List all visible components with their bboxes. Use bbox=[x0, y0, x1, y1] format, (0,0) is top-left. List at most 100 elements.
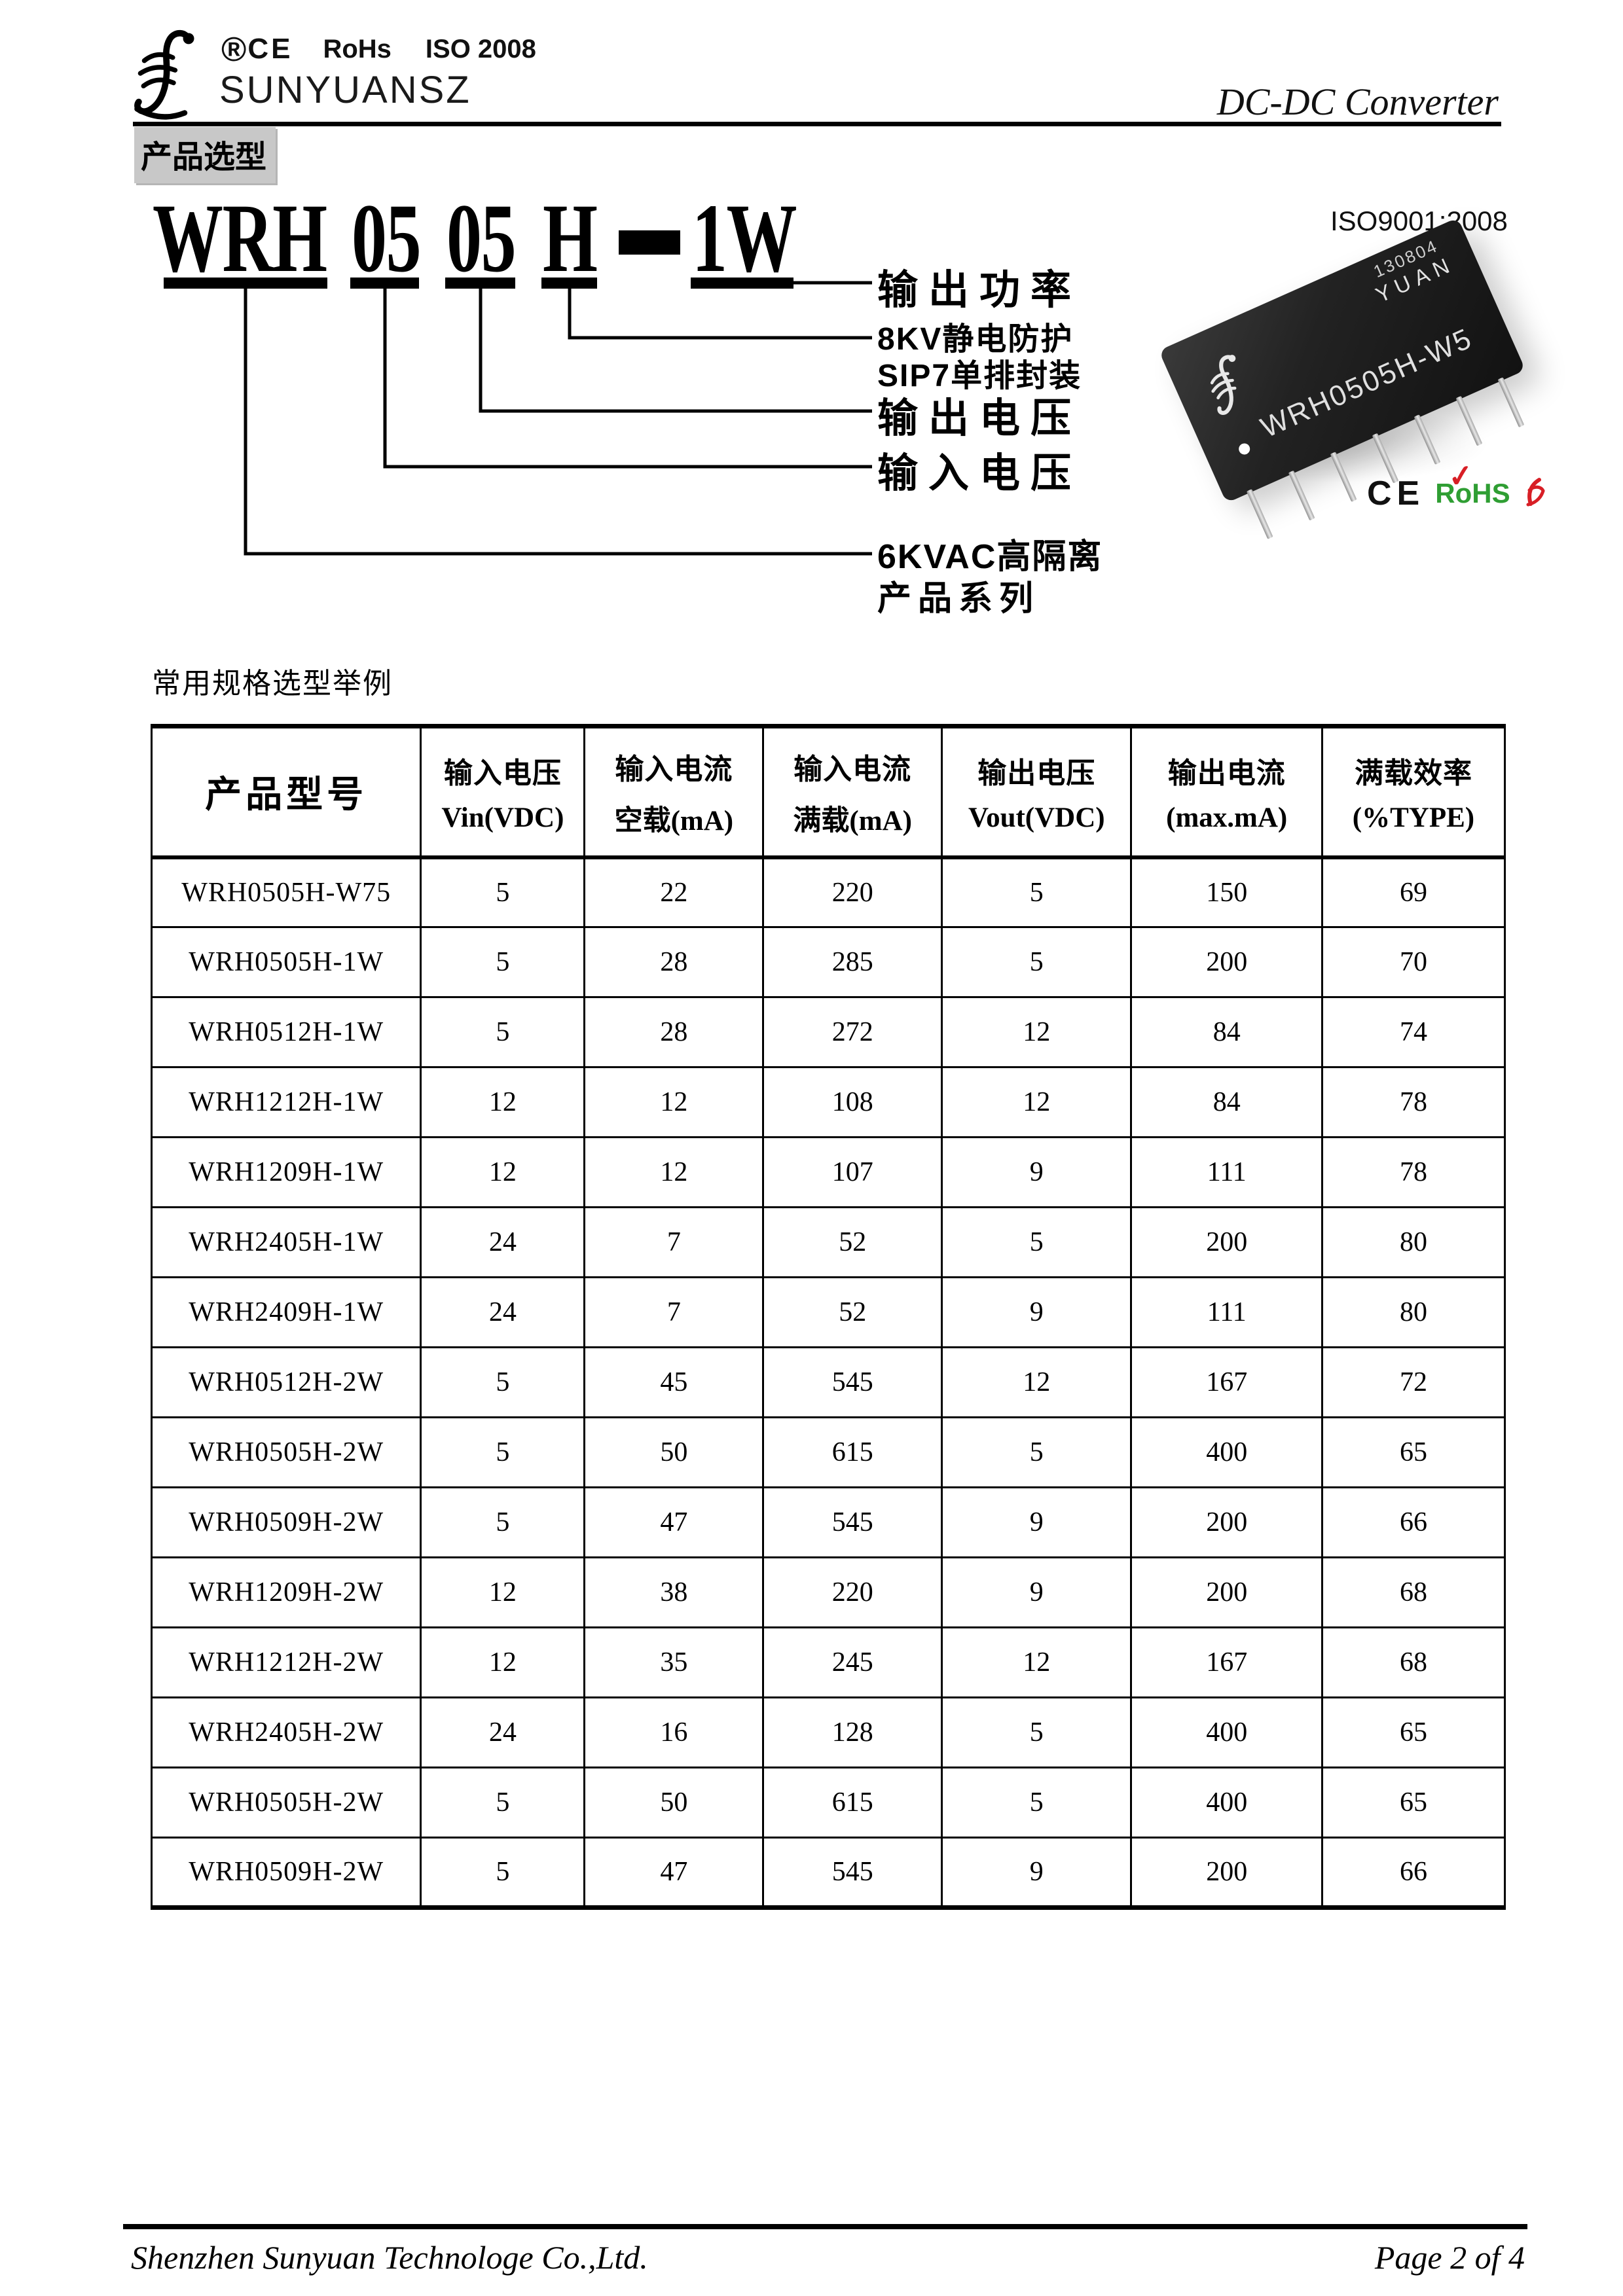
model-cell: WRH0505H-2W bbox=[150, 1767, 422, 1839]
value-cell: 111 bbox=[1130, 1136, 1323, 1208]
value-cell: 220 bbox=[762, 856, 943, 928]
value-cell: 615 bbox=[762, 1416, 943, 1488]
value-cell: 50 bbox=[583, 1767, 765, 1839]
sunyuan-logo-icon bbox=[131, 27, 219, 122]
value-cell: 5 bbox=[420, 1486, 586, 1558]
column-header: 输出电流 (max.mA) bbox=[1130, 725, 1323, 859]
value-cell: 12 bbox=[420, 1626, 586, 1698]
footer-company: Shenzhen Sunyuan Technologe Co.,Ltd. bbox=[131, 2239, 648, 2276]
label-sip7-package: SIP7单排封装 bbox=[877, 359, 1082, 393]
column-header-cjk: 输入电流 bbox=[793, 753, 912, 785]
value-cell: 9 bbox=[941, 1556, 1133, 1628]
value-cell: 12 bbox=[583, 1136, 765, 1208]
value-cell: 52 bbox=[762, 1206, 943, 1278]
model-cell: WRH1212H-2W bbox=[150, 1626, 422, 1698]
label-esd-protection: 8KV静电防护 bbox=[877, 322, 1074, 357]
model-cell: WRH2405H-2W bbox=[150, 1696, 422, 1768]
brand-name: SUNYUANSZ bbox=[219, 69, 471, 111]
column-header: 输入电流 满载(mA) bbox=[762, 725, 943, 859]
value-cell: 7 bbox=[583, 1206, 765, 1278]
value-cell: 400 bbox=[1130, 1416, 1323, 1488]
value-cell: 66 bbox=[1321, 1486, 1506, 1558]
value-cell: 12 bbox=[420, 1556, 586, 1628]
model-cell: WRH1209H-1W bbox=[150, 1136, 422, 1208]
model-cell: WRH0505H-1W bbox=[150, 926, 422, 998]
value-cell: 5 bbox=[420, 856, 586, 928]
value-cell: 272 bbox=[762, 996, 943, 1068]
value-cell: 35 bbox=[583, 1626, 765, 1698]
value-cell: 16 bbox=[583, 1696, 765, 1768]
value-cell: 52 bbox=[762, 1276, 943, 1348]
value-cell: 24 bbox=[420, 1206, 586, 1278]
value-cell: 200 bbox=[1130, 1206, 1323, 1278]
value-cell: 5 bbox=[941, 926, 1133, 998]
value-cell: 5 bbox=[420, 1767, 586, 1839]
value-cell: 70 bbox=[1321, 926, 1506, 998]
value-cell: 128 bbox=[762, 1696, 943, 1768]
value-cell: 545 bbox=[762, 1486, 943, 1558]
value-cell: 111 bbox=[1130, 1276, 1323, 1348]
rohs-checkmark-icon: ✓ bbox=[1446, 457, 1476, 494]
column-header-cjk: 输出电流 bbox=[1167, 757, 1286, 790]
table-caption: 常用规格选型举例 bbox=[152, 668, 393, 700]
model-cell: WRH0509H-2W bbox=[150, 1486, 422, 1558]
value-cell: 167 bbox=[1130, 1346, 1323, 1418]
label-input-voltage: 输入电压 bbox=[877, 451, 1082, 496]
module-pin bbox=[1246, 489, 1273, 539]
model-column-header: 产品型号 bbox=[150, 725, 422, 859]
value-cell: 5 bbox=[941, 1206, 1133, 1278]
column-header: 输出电压 Vout(VDC) bbox=[941, 725, 1133, 859]
value-cell: 245 bbox=[762, 1626, 943, 1698]
column-header-cjk: 满载效率 bbox=[1354, 757, 1472, 790]
iso-certification: ISO9001:2008 bbox=[1330, 206, 1508, 236]
value-cell: 65 bbox=[1321, 1696, 1506, 1768]
model-cell: WRH0509H-2W bbox=[150, 1837, 422, 1909]
label-output-voltage: 输出电压 bbox=[877, 396, 1082, 441]
part-segment-power: 1W bbox=[692, 184, 797, 293]
table-header-row: 产品型号 输入电压 Vin(VDC) 输入电流 空载(mA) 输入电流 满载(mA) 输出电… bbox=[150, 725, 1506, 859]
footer-divider bbox=[123, 2224, 1527, 2229]
value-cell: 5 bbox=[941, 1767, 1133, 1839]
column-header: 输入电压 Vin(VDC) bbox=[420, 725, 586, 859]
column-header: 输入电流 空载(mA) bbox=[583, 725, 765, 859]
footer-page-number: Page 2 of 4 bbox=[1374, 2239, 1525, 2276]
column-header-latin: (max.mA) bbox=[1166, 802, 1288, 834]
value-cell: 38 bbox=[583, 1556, 765, 1628]
model-cell: WRH1212H-1W bbox=[150, 1066, 422, 1138]
module-pin bbox=[1330, 452, 1357, 502]
value-cell: 200 bbox=[1130, 1556, 1323, 1628]
dc-dc-module: 130804 YUAN WRH0505H-W5 bbox=[1158, 217, 1526, 539]
value-cell: 5 bbox=[941, 1416, 1133, 1488]
table-row: WRH0512H-2W 5 45 545 12 167 72 bbox=[150, 1346, 1506, 1418]
value-cell: 220 bbox=[762, 1556, 943, 1628]
value-cell: 5 bbox=[941, 1696, 1133, 1768]
sgs-mark-icon bbox=[1521, 476, 1547, 512]
rohs-mark: RoHs bbox=[323, 35, 392, 63]
value-cell: 545 bbox=[762, 1346, 943, 1418]
model-cell: WRH0505H-W75 bbox=[150, 856, 422, 928]
value-cell: 7 bbox=[583, 1276, 765, 1348]
value-cell: 80 bbox=[1321, 1206, 1506, 1278]
value-cell: 72 bbox=[1321, 1346, 1506, 1418]
value-cell: 9 bbox=[941, 1837, 1133, 1909]
spec-table: 产品型号 输入电压 Vin(VDC) 输入电流 空载(mA) 输入电流 满载(mA) 输出电… bbox=[150, 724, 1506, 1910]
table-row: WRH0509H-2W 5 47 545 9 200 66 bbox=[150, 1486, 1506, 1558]
value-cell: 12 bbox=[941, 1066, 1133, 1138]
logo-cert-marks: ® CE RoHs ISO 2008 bbox=[221, 33, 536, 67]
value-cell: 615 bbox=[762, 1767, 943, 1839]
column-header: 满载效率 (%TYPE) bbox=[1321, 725, 1506, 859]
table-row: WRH0505H-W75 5 22 220 5 150 69 bbox=[150, 856, 1506, 928]
model-header-label: 产品型号 bbox=[205, 775, 368, 816]
part-segment-vout: 05 bbox=[447, 184, 517, 293]
value-cell: 68 bbox=[1321, 1556, 1506, 1628]
value-cell: 12 bbox=[420, 1066, 586, 1138]
registered-mark: ® bbox=[221, 31, 247, 69]
document-title: DC-DC Converter bbox=[1216, 81, 1499, 123]
module-logo-icon bbox=[1195, 342, 1272, 424]
table-row: WRH1209H-1W 12 12 107 9 111 78 bbox=[150, 1136, 1506, 1208]
table-row: WRH2409H-1W 24 7 52 9 111 80 bbox=[150, 1276, 1506, 1348]
column-header-latin: 空载(mA) bbox=[614, 805, 734, 836]
product-photo: 130804 YUAN WRH0505H-W5 bbox=[1158, 217, 1548, 539]
value-cell: 200 bbox=[1130, 1486, 1323, 1558]
